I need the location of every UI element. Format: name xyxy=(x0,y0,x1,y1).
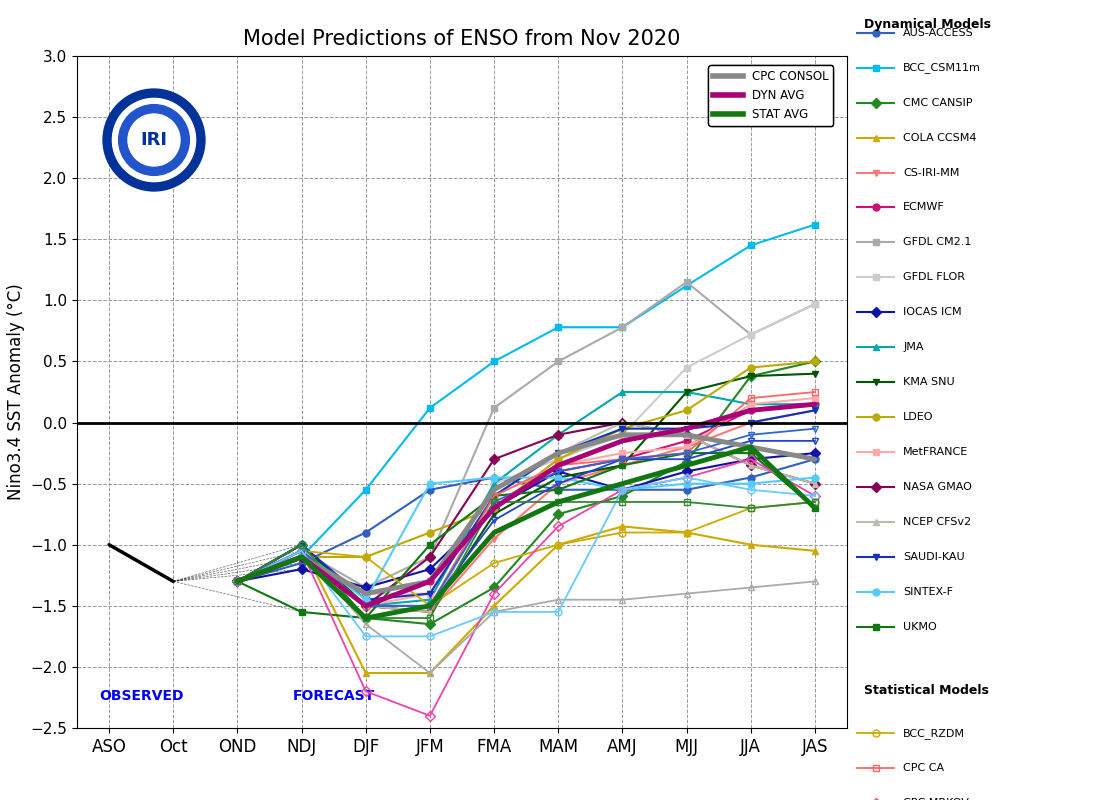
Text: FORECAST: FORECAST xyxy=(293,689,375,703)
Legend: CPC CONSOL, DYN AVG, STAT AVG: CPC CONSOL, DYN AVG, STAT AVG xyxy=(708,66,834,126)
Text: MetFRANCE: MetFRANCE xyxy=(903,447,969,457)
Text: Dynamical Models: Dynamical Models xyxy=(865,18,991,31)
Text: BCC_CSM11m: BCC_CSM11m xyxy=(903,62,981,73)
Text: LDEO: LDEO xyxy=(903,412,934,422)
Text: KMA SNU: KMA SNU xyxy=(903,378,955,387)
Text: CS-IRI-MM: CS-IRI-MM xyxy=(903,167,959,178)
Text: NCEP CFSv2: NCEP CFSv2 xyxy=(903,517,971,527)
Text: SAUDI-KAU: SAUDI-KAU xyxy=(903,552,965,562)
Text: NASA GMAO: NASA GMAO xyxy=(903,482,972,492)
Text: OBSERVED: OBSERVED xyxy=(99,689,184,703)
Circle shape xyxy=(103,89,205,191)
Text: CPC CA: CPC CA xyxy=(903,763,945,773)
Text: UKMO: UKMO xyxy=(903,622,937,632)
Text: CMC CANSIP: CMC CANSIP xyxy=(903,98,972,108)
Text: GFDL FLOR: GFDL FLOR xyxy=(903,272,966,282)
Text: JMA: JMA xyxy=(903,342,924,352)
Text: GFDL CM2.1: GFDL CM2.1 xyxy=(903,238,971,247)
Text: SINTEX-F: SINTEX-F xyxy=(903,587,954,597)
Circle shape xyxy=(128,114,180,166)
Text: AUS-ACCESS: AUS-ACCESS xyxy=(903,28,975,38)
Text: BCC_RZDM: BCC_RZDM xyxy=(903,728,966,738)
Text: IOCAS ICM: IOCAS ICM xyxy=(903,307,961,318)
Y-axis label: Nino3.4 SST Anomaly (°C): Nino3.4 SST Anomaly (°C) xyxy=(7,284,25,500)
Text: COLA CCSM4: COLA CCSM4 xyxy=(903,133,977,142)
Text: CPC MRKOV: CPC MRKOV xyxy=(903,798,969,800)
Circle shape xyxy=(119,105,189,175)
Text: Statistical Models: Statistical Models xyxy=(865,683,989,697)
Title: Model Predictions of ENSO from Nov 2020: Model Predictions of ENSO from Nov 2020 xyxy=(243,29,681,49)
Circle shape xyxy=(112,98,196,182)
Text: ECMWF: ECMWF xyxy=(903,202,945,213)
Text: IRI: IRI xyxy=(141,131,167,149)
